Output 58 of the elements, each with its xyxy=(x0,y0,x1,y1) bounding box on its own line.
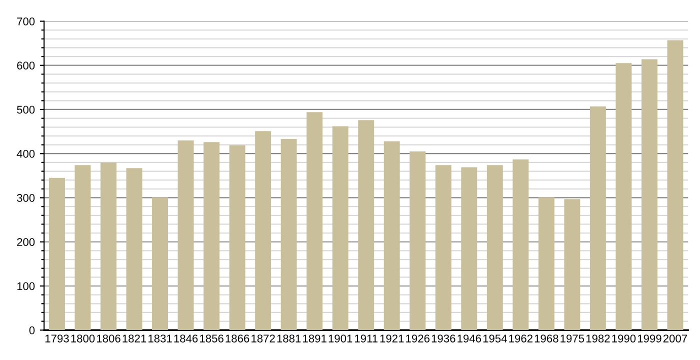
y-tick-label: 100 xyxy=(17,282,35,290)
bar xyxy=(74,165,91,330)
bar xyxy=(538,197,554,330)
bar xyxy=(616,63,632,330)
bar xyxy=(48,178,65,330)
x-tick-label: 1999 xyxy=(638,334,662,342)
bar xyxy=(384,141,400,330)
bar xyxy=(590,106,606,330)
bar xyxy=(564,199,580,330)
bar xyxy=(435,165,452,330)
x-tick-label: 1936 xyxy=(432,334,456,342)
bar xyxy=(280,139,297,330)
x-tick-label: 1891 xyxy=(303,334,326,342)
bar xyxy=(641,59,658,330)
x-tick-label: 1954 xyxy=(483,334,507,342)
x-tick-label: 1821 xyxy=(122,334,146,342)
y-tick-label: 0 xyxy=(29,326,35,334)
x-tick-label: 1793 xyxy=(45,334,69,342)
x-tick-label: 1831 xyxy=(148,334,172,342)
x-tick-label: 1881 xyxy=(277,334,301,342)
x-tick-label: 1856 xyxy=(200,334,224,342)
bar xyxy=(410,151,426,330)
x-tick-label: 1846 xyxy=(174,334,198,342)
x-tick-label: 1962 xyxy=(509,334,532,342)
x-tick-label: 1946 xyxy=(458,334,482,342)
x-tick-label: 1968 xyxy=(534,334,558,342)
x-tick-label: 1806 xyxy=(96,334,120,342)
y-tick-label: 700 xyxy=(17,18,35,26)
bar xyxy=(358,120,374,330)
x-tick-label: 2007 xyxy=(663,334,688,342)
bar xyxy=(486,165,503,330)
y-tick-label: 200 xyxy=(17,238,35,246)
x-tick-label: 1921 xyxy=(380,334,404,342)
bar xyxy=(332,126,348,330)
bar xyxy=(255,131,272,330)
bar xyxy=(204,142,220,330)
x-tick-label: 1901 xyxy=(328,334,352,342)
bar xyxy=(152,197,168,330)
y-tick-label: 400 xyxy=(16,150,35,158)
bar xyxy=(229,145,246,330)
x-tick-label: 1866 xyxy=(226,334,250,342)
bar xyxy=(667,40,684,330)
x-tick-label: 1926 xyxy=(406,334,430,342)
x-tick-label: 1800 xyxy=(71,334,95,342)
x-tick-label: 1911 xyxy=(355,334,378,342)
x-tick-label: 1990 xyxy=(612,334,636,342)
y-tick-label: 300 xyxy=(16,194,35,202)
bar xyxy=(512,159,529,330)
bar xyxy=(100,162,116,330)
bar xyxy=(461,167,478,330)
x-tick-label: 1975 xyxy=(560,334,584,342)
x-tick-label: 1982 xyxy=(586,334,610,342)
y-tick-label: 600 xyxy=(17,62,35,70)
bar xyxy=(126,168,142,330)
x-tick-label: 1872 xyxy=(252,334,275,342)
bar xyxy=(178,140,194,330)
y-tick-label: 500 xyxy=(16,106,35,114)
bar xyxy=(306,112,323,330)
